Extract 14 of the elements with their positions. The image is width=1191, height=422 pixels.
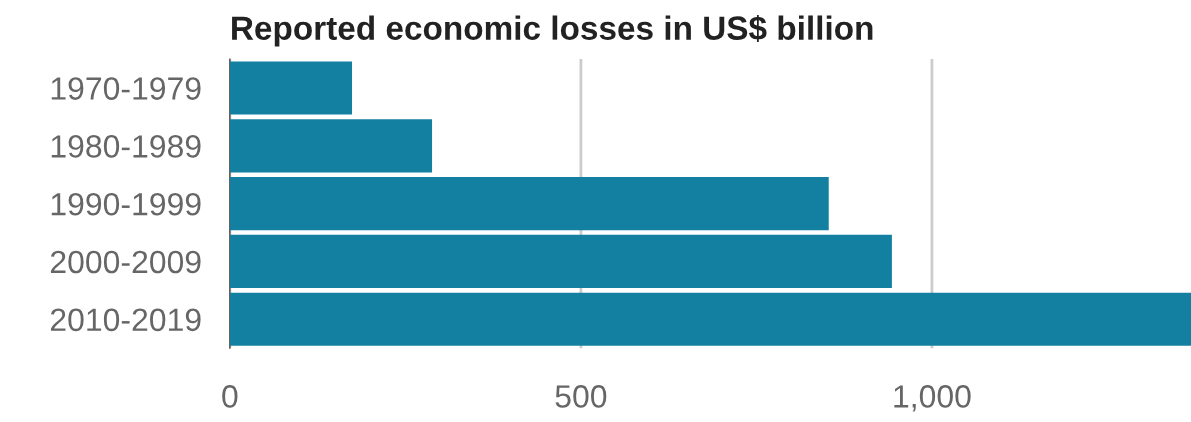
bar — [229, 177, 829, 231]
y-tick-label: 2010-2019 — [50, 308, 201, 332]
y-tick-label: 1990-1999 — [51, 192, 201, 216]
x-tick-label: 1,000 — [894, 385, 971, 412]
bar — [229, 234, 892, 289]
chart-title: Reported economic losses in US$ billion — [232, 14, 873, 47]
y-tick-label: 1970-1979 — [51, 77, 201, 100]
y-tick-label: 1980-1989 — [51, 135, 201, 158]
bar — [229, 61, 353, 115]
y-tick-label: 2000-2009 — [50, 250, 201, 274]
x-tick-label: 500 — [555, 385, 607, 408]
bar — [229, 119, 433, 173]
bar — [229, 292, 1191, 346]
x-tick-label: 0 — [222, 385, 238, 408]
